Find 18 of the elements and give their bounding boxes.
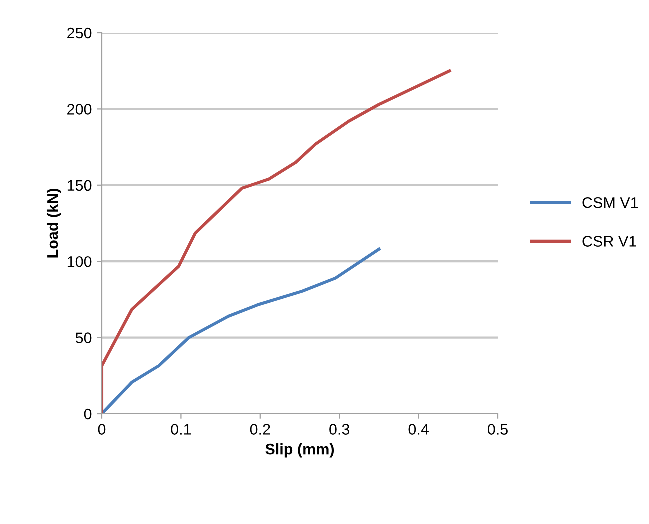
y-tick-label: 0 [84, 408, 92, 420]
x-tick-label: 0 [98, 424, 106, 435]
legend-label: CSM V1 [582, 197, 638, 208]
x-tick-label: 0.5 [488, 424, 508, 435]
x-tick-label: 0.4 [408, 424, 429, 435]
y-tick-label: 250 [68, 28, 92, 39]
y-tick-label: 50 [76, 332, 92, 344]
y-tick-label: 150 [68, 180, 92, 192]
y-axis-title: Load (kN) [46, 189, 62, 258]
y-tick-label: 200 [68, 104, 92, 115]
line-series [102, 248, 381, 414]
x-tick-label: 0.1 [171, 424, 192, 435]
x-tick-label: 0.2 [250, 424, 270, 435]
line-series [102, 70, 452, 414]
legend-label: CSR V1 [582, 236, 636, 247]
x-tick-label: 0.3 [330, 424, 350, 435]
y-tick-label: 100 [68, 256, 92, 268]
x-axis-title: Slip (mm) [266, 444, 334, 458]
